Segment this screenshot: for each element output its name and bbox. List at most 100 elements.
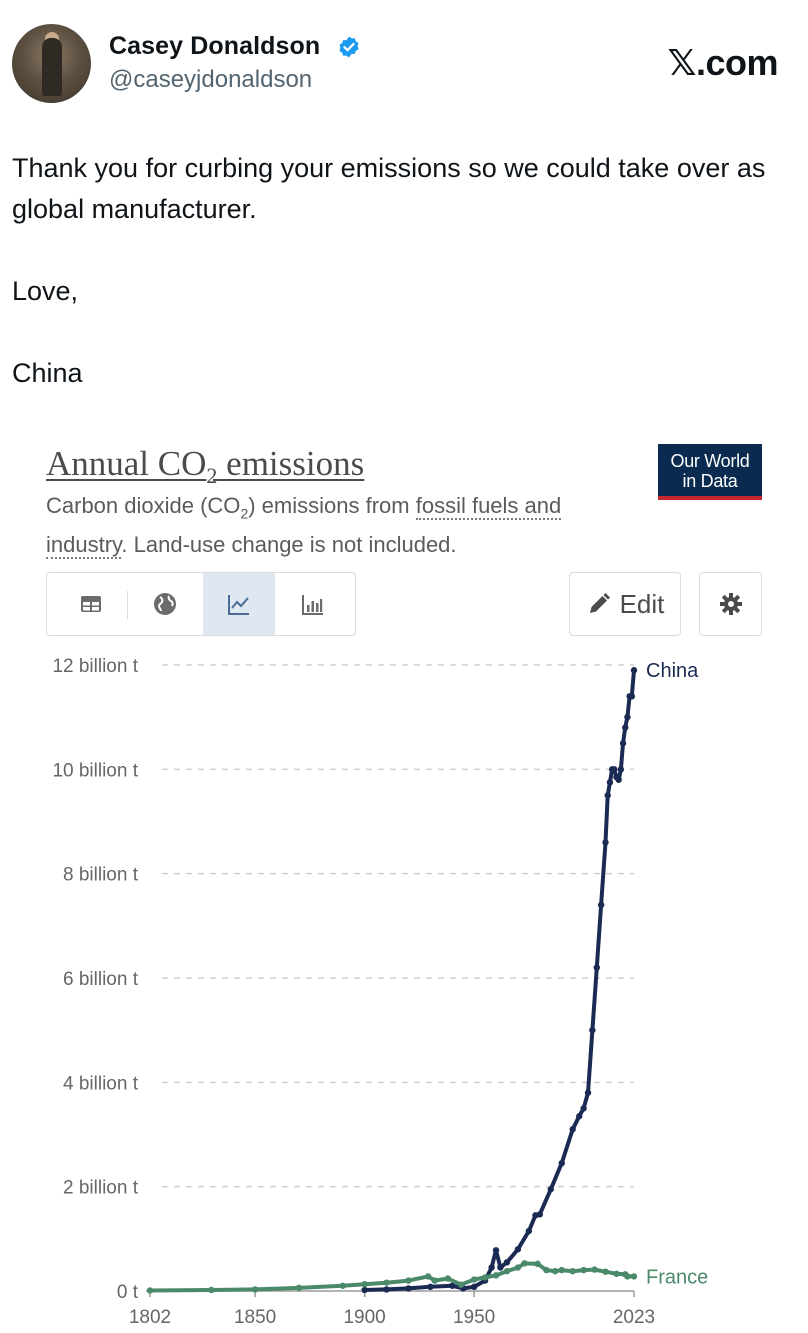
- table-icon: [81, 596, 101, 612]
- data-point-france: [405, 1277, 412, 1284]
- logo-line-1: Our World: [670, 451, 750, 471]
- tab-separator: [127, 591, 128, 619]
- data-point-china: [361, 1286, 368, 1294]
- site-label: 𝕏.com: [667, 42, 778, 83]
- data-point-china: [488, 1264, 495, 1271]
- data-point-france: [208, 1286, 215, 1294]
- chart-subtitle: Carbon dioxide (CO2) emissions from foss…: [46, 490, 626, 560]
- data-point-france: [383, 1279, 390, 1286]
- data-point-china: [617, 766, 625, 773]
- tab-line-chart[interactable]: [203, 573, 275, 635]
- data-point-china: [622, 724, 629, 731]
- data-point-france: [251, 1286, 259, 1293]
- globe-icon: [154, 593, 176, 615]
- tab-bar-chart[interactable]: [277, 573, 349, 635]
- data-point-france: [361, 1281, 368, 1288]
- tab-table[interactable]: [55, 573, 127, 635]
- edit-button[interactable]: Edit: [569, 572, 681, 636]
- chart-card: Annual CO2 emissions Carbon dioxide (CO2…: [12, 430, 796, 1333]
- author-name[interactable]: Casey Donaldson: [109, 32, 321, 60]
- data-point-china: [503, 1259, 511, 1266]
- data-point-france: [580, 1266, 587, 1274]
- x-tick-label: 1900: [343, 1307, 385, 1328]
- data-point-china: [470, 1283, 478, 1291]
- data-point-france: [613, 1270, 620, 1277]
- data-point-france: [569, 1267, 576, 1275]
- gear-icon: [719, 593, 742, 615]
- data-point-france: [521, 1260, 528, 1267]
- y-tick-label: 4 billion t: [63, 1073, 139, 1094]
- data-point-china: [580, 1105, 587, 1112]
- chart-title-main: Annual CO: [46, 444, 207, 483]
- data-point-china: [602, 839, 609, 846]
- data-point-china: [615, 776, 622, 783]
- data-point-france: [146, 1287, 154, 1294]
- data-point-france: [424, 1273, 432, 1280]
- data-point-china: [547, 1186, 554, 1193]
- series-label-china: China: [646, 660, 699, 682]
- owid-logo[interactable]: Our World in Data: [658, 444, 762, 500]
- data-point-france: [457, 1281, 465, 1288]
- data-point-china: [628, 693, 636, 700]
- data-point-france: [551, 1267, 559, 1275]
- subtitle-part-c: . Land-use change is not included.: [121, 532, 457, 558]
- data-point-china: [589, 1026, 596, 1034]
- data-point-france: [339, 1282, 346, 1289]
- data-point-china: [569, 1126, 576, 1133]
- data-point-france: [630, 1273, 638, 1280]
- y-tick-label: 8 billion t: [63, 865, 139, 886]
- data-point-china: [427, 1283, 434, 1291]
- subtitle-part-b: ) emissions from: [248, 493, 416, 518]
- avatar[interactable]: [12, 24, 91, 103]
- line-chart-icon: [228, 595, 249, 615]
- data-point-china: [558, 1159, 565, 1167]
- tweet-text: Thank you for curbing your emissions so …: [12, 153, 766, 388]
- subtitle-subscript: 2: [240, 505, 249, 522]
- data-point-china: [619, 740, 627, 747]
- data-point-china: [497, 1264, 504, 1271]
- data-point-china: [604, 792, 611, 799]
- chart-title: Annual CO2 emissions: [46, 444, 364, 489]
- tab-map[interactable]: [129, 573, 201, 635]
- chart-view-tabs: [46, 572, 356, 636]
- data-point-france: [558, 1266, 565, 1274]
- data-point-france: [470, 1276, 478, 1283]
- bar-chart-icon: [302, 595, 323, 615]
- data-point-china: [576, 1113, 583, 1120]
- data-point-china: [492, 1247, 500, 1254]
- data-point-china: [584, 1089, 592, 1096]
- data-point-china: [606, 779, 614, 786]
- logo-line-2: in Data: [682, 471, 738, 491]
- x-tick-label: 2023: [613, 1307, 655, 1328]
- verified-badge-icon: [339, 36, 359, 58]
- subtitle-part-a: Carbon dioxide (CO: [46, 493, 241, 518]
- data-point-china: [624, 713, 631, 721]
- data-point-china: [630, 667, 638, 674]
- y-tick-label: 10 billion t: [52, 760, 138, 781]
- data-point-france: [503, 1267, 511, 1275]
- chart-title-subscript: 2: [206, 463, 218, 488]
- chart-title-end: emissions: [217, 444, 365, 483]
- fossil-fuels-link[interactable]: fossil fuels and: [415, 493, 562, 520]
- pencil-icon: [589, 593, 610, 613]
- edit-label: Edit: [619, 588, 665, 619]
- data-point-china: [525, 1227, 533, 1235]
- data-point-china: [597, 901, 605, 909]
- x-tick-label: 1802: [129, 1307, 171, 1328]
- co2-line-chart: 0 t 2 billion t 4 billion t 6 billion t 8 bi…: [52, 656, 708, 1328]
- data-point-france: [481, 1274, 489, 1281]
- data-point-china: [383, 1286, 390, 1293]
- series-line-china: [364, 670, 636, 1292]
- data-point-china: [611, 766, 618, 773]
- x-tick-label: 1950: [453, 1307, 495, 1328]
- series-label-france: France: [646, 1266, 708, 1288]
- author-handle[interactable]: @caseyjdonaldson: [109, 66, 313, 93]
- y-tick-label: 12 billion t: [52, 656, 138, 677]
- industry-link[interactable]: industry: [46, 532, 122, 560]
- data-point-china: [449, 1282, 456, 1289]
- settings-button[interactable]: [699, 572, 762, 636]
- y-tick-label: 2 billion t: [63, 1178, 139, 1199]
- data-point-france: [514, 1264, 522, 1271]
- tweet-header: Casey Donaldson @caseyjdonaldson 𝕏.com: [12, 22, 796, 104]
- data-point-france: [492, 1272, 500, 1279]
